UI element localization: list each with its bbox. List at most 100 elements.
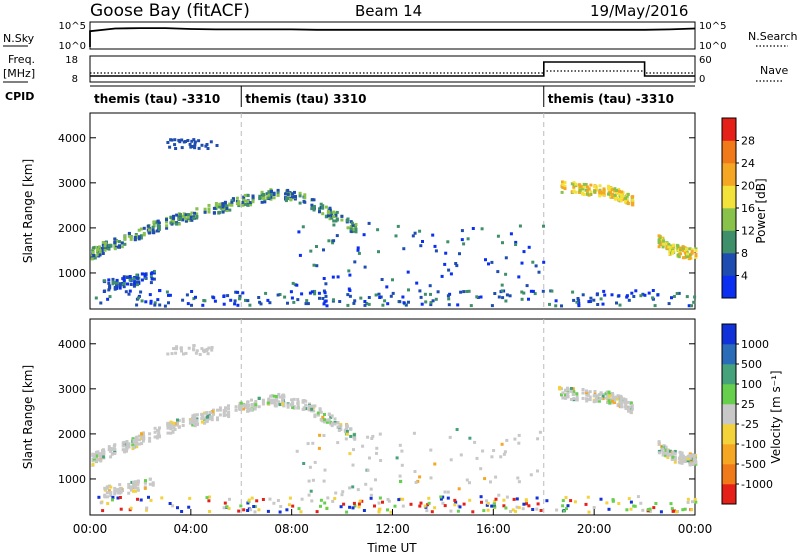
scatter-cell — [421, 240, 424, 243]
range-cell — [332, 219, 336, 223]
range-cell — [340, 214, 344, 218]
far-range-cell — [210, 346, 214, 349]
scatter-cell — [324, 282, 328, 286]
ground-scatter-cell — [500, 289, 504, 293]
range-cell — [237, 204, 241, 208]
range-cell — [235, 196, 239, 200]
range-cell — [608, 392, 612, 396]
ground-scatter-cell — [453, 503, 457, 507]
scatter-cell — [341, 490, 345, 494]
range-cell — [296, 401, 300, 405]
range-cell — [334, 213, 338, 217]
scatter-cell — [317, 446, 321, 450]
scatter-cell — [418, 229, 422, 233]
range-cell — [270, 398, 274, 402]
ground-scatter-cell — [555, 508, 559, 512]
scatter-cell — [374, 478, 377, 482]
ground-scatter-cell — [581, 293, 585, 297]
far-range-cell — [174, 351, 178, 355]
scatter-cell — [400, 449, 404, 453]
ground-scatter-cell — [647, 291, 651, 295]
range-cell — [566, 388, 569, 392]
range-cell — [664, 453, 668, 457]
ground-scatter-cell — [589, 296, 593, 300]
range-cell — [203, 207, 207, 211]
range-cell — [251, 195, 255, 199]
ground-scatter-cell — [252, 505, 256, 508]
range-cell — [611, 392, 614, 395]
scatter-cell — [499, 455, 503, 459]
range-cell — [601, 394, 605, 398]
scatter-cell — [394, 234, 398, 238]
range-cell — [694, 247, 698, 251]
range-cell — [241, 203, 245, 207]
range-cell — [335, 218, 339, 222]
far-range-cell — [207, 346, 211, 350]
range-cell — [581, 396, 585, 400]
range-cell — [288, 192, 292, 196]
noise-panel: N.Sky 10^5 10^0 10^5 10^0 N.Search — [3, 21, 798, 52]
scatter-cell — [503, 450, 507, 454]
range-cell — [127, 482, 131, 486]
far-range-cell — [172, 347, 176, 351]
range-cell — [345, 432, 349, 436]
scatter-cell — [455, 428, 459, 431]
range-cell — [665, 246, 669, 250]
ground-scatter-cell — [611, 499, 615, 502]
range-cell — [572, 390, 576, 394]
range-cell — [313, 415, 317, 419]
range-cell — [173, 428, 177, 431]
range-cell — [242, 407, 245, 411]
scatter-cell — [344, 437, 348, 441]
scatter-cell — [302, 462, 306, 465]
range-cell — [302, 399, 306, 402]
ground-scatter-cell — [325, 304, 329, 308]
scatter-cell — [431, 233, 435, 237]
range-cell — [310, 407, 314, 411]
ground-scatter-cell — [391, 291, 395, 295]
y-tick-label: 2000 — [58, 428, 86, 441]
range-cell — [586, 393, 590, 397]
far-range-cell — [170, 352, 174, 356]
range-cell — [617, 192, 621, 196]
range-cell — [274, 395, 278, 398]
ground-scatter-cell — [511, 508, 515, 512]
ground-scatter-cell — [575, 300, 579, 304]
ground-scatter-cell — [367, 296, 371, 299]
range-cell — [125, 440, 129, 443]
range-cell — [172, 214, 175, 218]
range-cell — [627, 400, 631, 404]
scatter-cell — [366, 468, 370, 472]
colorbar-tick-label: 500 — [741, 358, 762, 371]
range-cell — [267, 195, 271, 199]
ground-scatter-cell — [148, 293, 152, 297]
nsky-series-line — [89, 27, 696, 47]
range-cell — [205, 415, 209, 419]
range-cell — [152, 269, 156, 273]
range-cell — [592, 400, 596, 404]
range-cell — [618, 197, 622, 201]
range-cell — [151, 231, 155, 235]
range-cell — [227, 412, 231, 416]
ground-scatter-cell — [325, 507, 329, 510]
scatter-cell — [473, 440, 477, 444]
scatter-cell — [407, 288, 410, 292]
ground-scatter-cell — [439, 497, 443, 501]
far-range-cell — [194, 351, 198, 355]
ground-scatter-cell — [453, 498, 457, 502]
range-cell — [242, 403, 245, 407]
ground-scatter-cell — [427, 501, 431, 505]
range-cell — [103, 486, 107, 490]
range-cell — [243, 199, 247, 203]
range-cell — [281, 393, 285, 397]
range-cell — [148, 439, 152, 443]
range-cell — [177, 214, 181, 218]
ground-scatter-cell — [253, 510, 257, 514]
range-cell — [286, 405, 290, 409]
ground-scatter-cell — [225, 505, 229, 509]
ground-scatter-cell — [462, 290, 466, 294]
range-cell — [277, 392, 281, 396]
range-cell — [671, 455, 675, 459]
scatter-cell — [379, 459, 383, 462]
range-cell — [193, 211, 197, 215]
